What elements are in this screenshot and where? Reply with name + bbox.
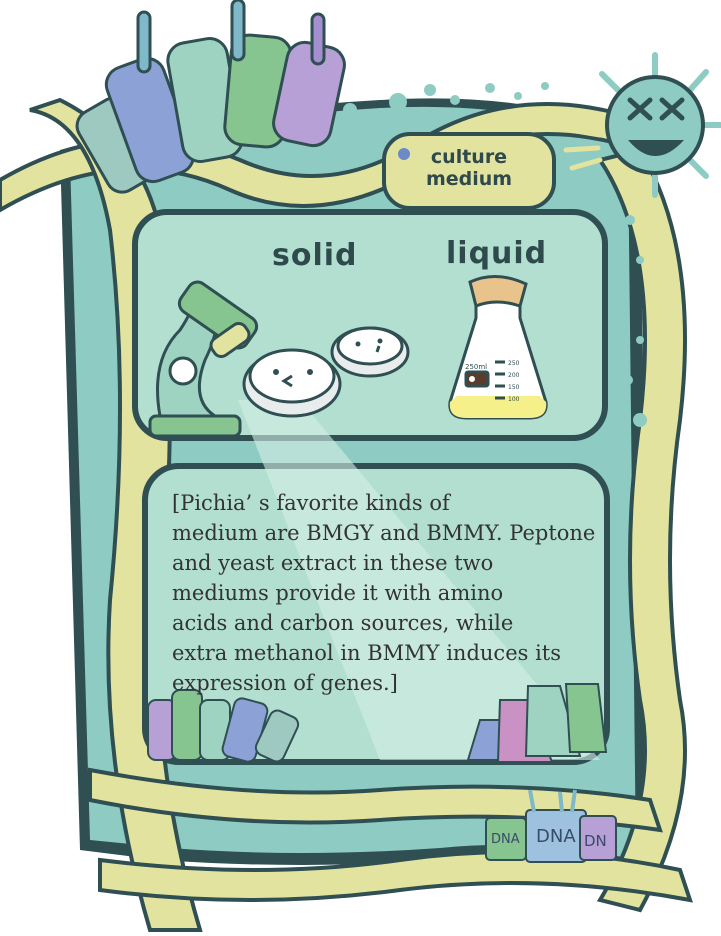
erlenmeyer-flask-icon <box>448 275 548 420</box>
flask-scale-150: 150 <box>508 384 520 391</box>
flask-volume-label: 250ml <box>465 363 487 371</box>
petri-dish-icon <box>242 326 410 418</box>
dna-label-2: DNA <box>536 826 576 847</box>
test-tube-icon <box>75 0 346 194</box>
description-text: [Pichia’ s favorite kinds of medium are … <box>172 491 596 695</box>
badge-line-2: medium <box>425 168 513 190</box>
flask-scale-250: 250 <box>508 360 520 367</box>
test-tube-icon <box>147 689 300 763</box>
flask-scale-100: 100 <box>508 396 520 403</box>
bottom-wave-band-2 <box>98 850 693 903</box>
badge-title: culture medium <box>404 146 534 190</box>
badge-line-1: culture <box>430 146 508 168</box>
virus-mascot-icon <box>563 52 721 198</box>
badge-shape <box>382 132 556 210</box>
microscope-icon <box>148 280 259 438</box>
flask-scale-200: 200 <box>508 372 520 379</box>
test-tube-icon <box>466 683 608 763</box>
dna-label-1: DNA <box>491 832 520 847</box>
liquid-label: liquid <box>446 236 548 271</box>
dna-label-3: DN <box>584 832 607 850</box>
badge-dot <box>398 148 410 160</box>
dna-beaker-icon <box>485 789 617 863</box>
solid-label: solid <box>272 238 358 273</box>
bottom-wave-band <box>88 767 663 833</box>
light-beam <box>238 400 600 760</box>
bubbles <box>343 82 647 427</box>
